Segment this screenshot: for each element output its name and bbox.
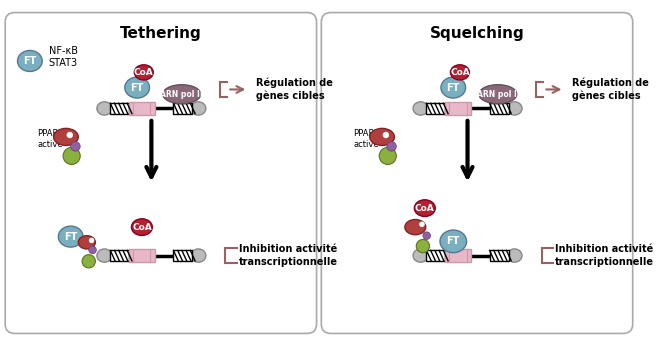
Circle shape: [423, 232, 430, 239]
Text: FT: FT: [23, 56, 37, 66]
Circle shape: [63, 147, 80, 164]
Circle shape: [89, 238, 94, 243]
Ellipse shape: [413, 102, 428, 115]
Text: CoA: CoA: [450, 68, 470, 77]
Text: CoA: CoA: [132, 222, 152, 231]
Bar: [173, 251, 193, 261]
Circle shape: [82, 255, 96, 268]
Text: Squelching: Squelching: [429, 26, 524, 41]
Ellipse shape: [440, 230, 466, 253]
Ellipse shape: [414, 200, 436, 217]
Text: FT: FT: [447, 83, 460, 93]
Text: NF-κB
STAT3: NF-κB STAT3: [49, 46, 78, 68]
Ellipse shape: [191, 102, 206, 115]
Bar: [426, 103, 446, 114]
Ellipse shape: [97, 102, 112, 115]
Bar: [173, 103, 193, 114]
Text: PPARβ
activé: PPARβ activé: [354, 129, 381, 149]
Circle shape: [67, 132, 73, 138]
Text: FT: FT: [130, 83, 144, 93]
Text: Inhibition activité
transcriptionnelle: Inhibition activité transcriptionnelle: [239, 244, 338, 267]
Circle shape: [89, 246, 96, 254]
Bar: [445, 102, 472, 115]
Text: PPARβ
activé: PPARβ activé: [37, 129, 64, 149]
Circle shape: [416, 239, 429, 253]
Ellipse shape: [17, 51, 42, 72]
Ellipse shape: [370, 128, 395, 145]
Ellipse shape: [131, 219, 153, 236]
Text: Régulation de
gènes cibles: Régulation de gènes cibles: [256, 78, 332, 101]
Bar: [110, 251, 129, 261]
Ellipse shape: [441, 77, 466, 98]
Circle shape: [419, 222, 424, 227]
Text: Inhibition activité
transcriptionnelle: Inhibition activité transcriptionnelle: [555, 244, 654, 267]
Ellipse shape: [405, 219, 425, 235]
Text: Régulation de
gènes cibles: Régulation de gènes cibles: [572, 78, 649, 101]
FancyBboxPatch shape: [5, 12, 316, 334]
Ellipse shape: [507, 249, 522, 262]
Text: FT: FT: [64, 231, 78, 242]
Bar: [128, 102, 155, 115]
Ellipse shape: [507, 102, 522, 115]
Ellipse shape: [413, 249, 428, 262]
Bar: [490, 251, 508, 261]
FancyBboxPatch shape: [321, 12, 633, 334]
Bar: [128, 249, 155, 262]
Text: ARN pol II: ARN pol II: [476, 90, 519, 99]
Ellipse shape: [78, 236, 96, 249]
Text: Tethering: Tethering: [120, 26, 202, 41]
Ellipse shape: [97, 249, 112, 262]
Text: FT: FT: [447, 236, 460, 246]
Text: CoA: CoA: [134, 68, 154, 77]
Circle shape: [71, 142, 80, 151]
Text: CoA: CoA: [415, 204, 435, 213]
Bar: [110, 103, 129, 114]
Circle shape: [387, 142, 396, 151]
Ellipse shape: [479, 85, 517, 104]
Bar: [426, 251, 446, 261]
Ellipse shape: [450, 65, 470, 80]
Ellipse shape: [191, 249, 206, 262]
Ellipse shape: [125, 77, 149, 98]
Bar: [490, 103, 508, 114]
Ellipse shape: [58, 226, 83, 247]
Circle shape: [379, 147, 396, 164]
Text: ARN pol II: ARN pol II: [161, 90, 203, 99]
Circle shape: [383, 132, 389, 138]
Bar: [445, 249, 472, 262]
Ellipse shape: [54, 128, 78, 145]
Ellipse shape: [134, 65, 153, 80]
Ellipse shape: [163, 85, 201, 104]
